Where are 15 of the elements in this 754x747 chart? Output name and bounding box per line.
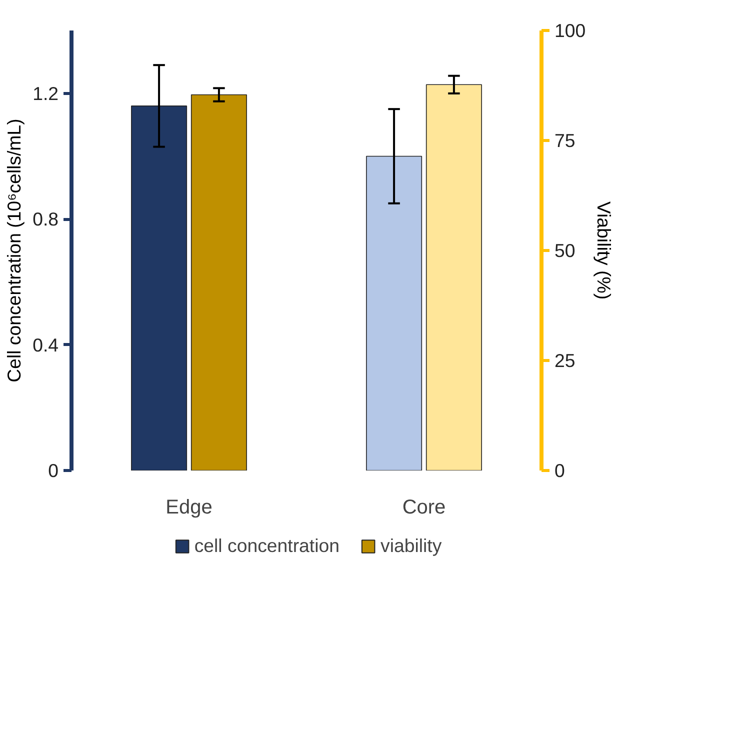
y2-tick-label: 25 xyxy=(554,350,576,371)
legend-label: viability xyxy=(380,535,442,557)
y2-tick-label: 75 xyxy=(554,130,576,151)
x-tick-label: Core xyxy=(402,496,446,518)
y-tick-label: 0.4 xyxy=(32,334,59,356)
y2-tick-label: 50 xyxy=(554,240,576,261)
y-axis-title: Cell concentration (10⁶cells/mL) xyxy=(4,118,25,382)
x-tick-label: Edge xyxy=(166,496,212,518)
y2-tick-label: 100 xyxy=(554,20,586,41)
y-tick-label: 0 xyxy=(48,460,59,481)
y-tick-label: 1.2 xyxy=(32,82,59,104)
y2-tick-label: 0 xyxy=(554,460,565,481)
y2-axis-title: Viability (%) xyxy=(594,201,615,300)
legend-label: cell concentration xyxy=(194,535,340,557)
y-tick-label: 0.8 xyxy=(32,208,59,230)
